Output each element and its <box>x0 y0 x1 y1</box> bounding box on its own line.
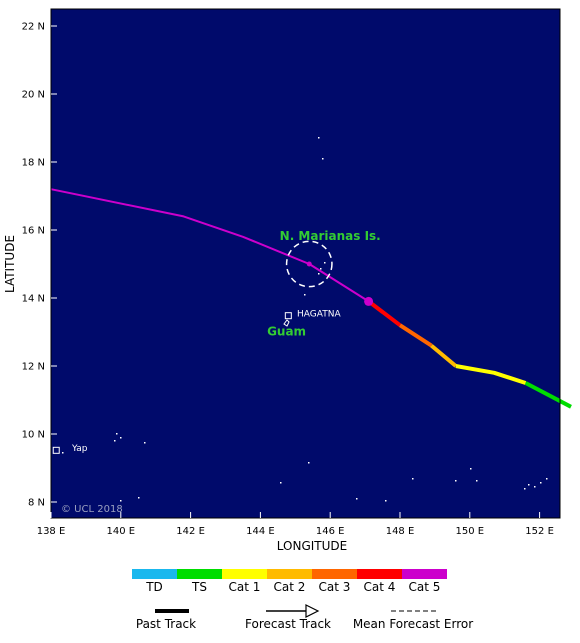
x-tick-label: 146 E <box>316 526 345 537</box>
track-group <box>50 188 572 409</box>
island-dot <box>470 468 472 470</box>
island-dot <box>318 273 320 275</box>
y-tick-label: 16 N <box>22 226 45 237</box>
island-dot <box>356 498 358 500</box>
track-segment <box>367 299 402 327</box>
x-tick-label: 138 E <box>37 526 66 537</box>
x-tick-label: 152 E <box>525 526 554 537</box>
labels-group: N. Marianas Is. Guam HAGATNA Yap <box>52 229 381 454</box>
legend-category-label: TS <box>191 580 207 594</box>
x-tick-label: 148 E <box>386 526 415 537</box>
forecast-error-circle <box>285 240 333 288</box>
island-dot <box>120 500 122 502</box>
legend-category-label: Cat 4 <box>364 580 396 594</box>
x-tick-label: 140 E <box>107 526 136 537</box>
island-dot <box>308 462 310 464</box>
legend-swatch <box>312 569 357 579</box>
x-tick-label: 144 E <box>246 526 275 537</box>
legend-swatch <box>402 569 447 579</box>
map-label: Yap <box>71 444 88 454</box>
y-tick-label: 8 N <box>28 498 45 509</box>
x-axis-title: LONGITUDE <box>277 539 347 553</box>
y-tick-label: 14 N <box>22 294 45 305</box>
legend-category-label: Cat 2 <box>274 580 306 594</box>
island-dot <box>455 480 457 482</box>
track-segment <box>524 381 572 409</box>
island-dot <box>528 484 530 486</box>
island-dot <box>322 158 324 160</box>
land-group <box>62 137 548 502</box>
legend-swatch <box>357 569 402 579</box>
track-segment <box>430 344 458 368</box>
island-dot <box>385 500 387 502</box>
legend-swatch <box>222 569 267 579</box>
island-dot <box>546 478 548 480</box>
track-point <box>364 296 374 306</box>
map-label: Guam <box>267 324 306 338</box>
island-dot <box>62 452 64 454</box>
map-frame <box>50 8 561 519</box>
forecast-track-legend-label: Forecast Track <box>245 617 331 631</box>
y-tick-label: 20 N <box>22 90 45 101</box>
legend-swatch <box>267 569 312 579</box>
y-tick-label: 10 N <box>22 430 45 441</box>
x-tick-label: 150 E <box>456 526 485 537</box>
city-marker-icon <box>284 312 292 320</box>
y-tick-label: 18 N <box>22 158 45 169</box>
y-tick-label: 22 N <box>22 22 45 33</box>
island-dot <box>280 482 282 484</box>
island-dot <box>114 440 116 442</box>
legend-swatch <box>132 569 177 579</box>
island-dot <box>318 137 320 139</box>
legend-category-label: Cat 3 <box>319 580 351 594</box>
legend: TD TS Cat 1 Cat 2 Cat 3 Cat 4 Cat 5 <box>132 569 447 594</box>
legend-swatch <box>177 569 222 579</box>
copyright-text: © UCL 2018 <box>61 504 123 515</box>
map-label: N. Marianas Is. <box>280 229 381 243</box>
island-dot <box>540 482 542 484</box>
track-point <box>306 261 312 267</box>
island-dot <box>412 478 414 480</box>
y-axis-title: LATITUDE <box>3 235 17 293</box>
island-dot <box>524 488 526 490</box>
y-tick-label: 12 N <box>22 362 45 373</box>
forecast-arrow-icon <box>305 604 320 618</box>
island-dot <box>116 433 118 435</box>
island-dot <box>534 486 536 488</box>
island-dot <box>320 268 322 270</box>
legend-category-label: Cat 5 <box>409 580 441 594</box>
legend-category-label: Cat 1 <box>229 580 261 594</box>
island-dot <box>120 437 122 439</box>
island-dot <box>324 262 326 264</box>
city-marker-icon <box>52 446 60 454</box>
track-segment <box>398 323 433 348</box>
legend-category-label: TD <box>145 580 163 594</box>
island-dot <box>304 294 306 296</box>
guam-island-shape <box>283 319 290 327</box>
island-dot <box>476 480 478 482</box>
x-tick-label: 142 E <box>176 526 205 537</box>
island-dot <box>144 442 146 444</box>
map-label: HAGATNA <box>297 310 341 320</box>
error-legend-label: Mean Forecast Error <box>353 617 473 631</box>
track-segment <box>455 364 527 385</box>
past-track-legend-label: Past Track <box>136 617 196 631</box>
island-dot <box>138 497 140 499</box>
axis-ticks: 138 E 140 E 142 E 144 E 146 E 148 E 150 E 152 E… <box>22 22 554 538</box>
